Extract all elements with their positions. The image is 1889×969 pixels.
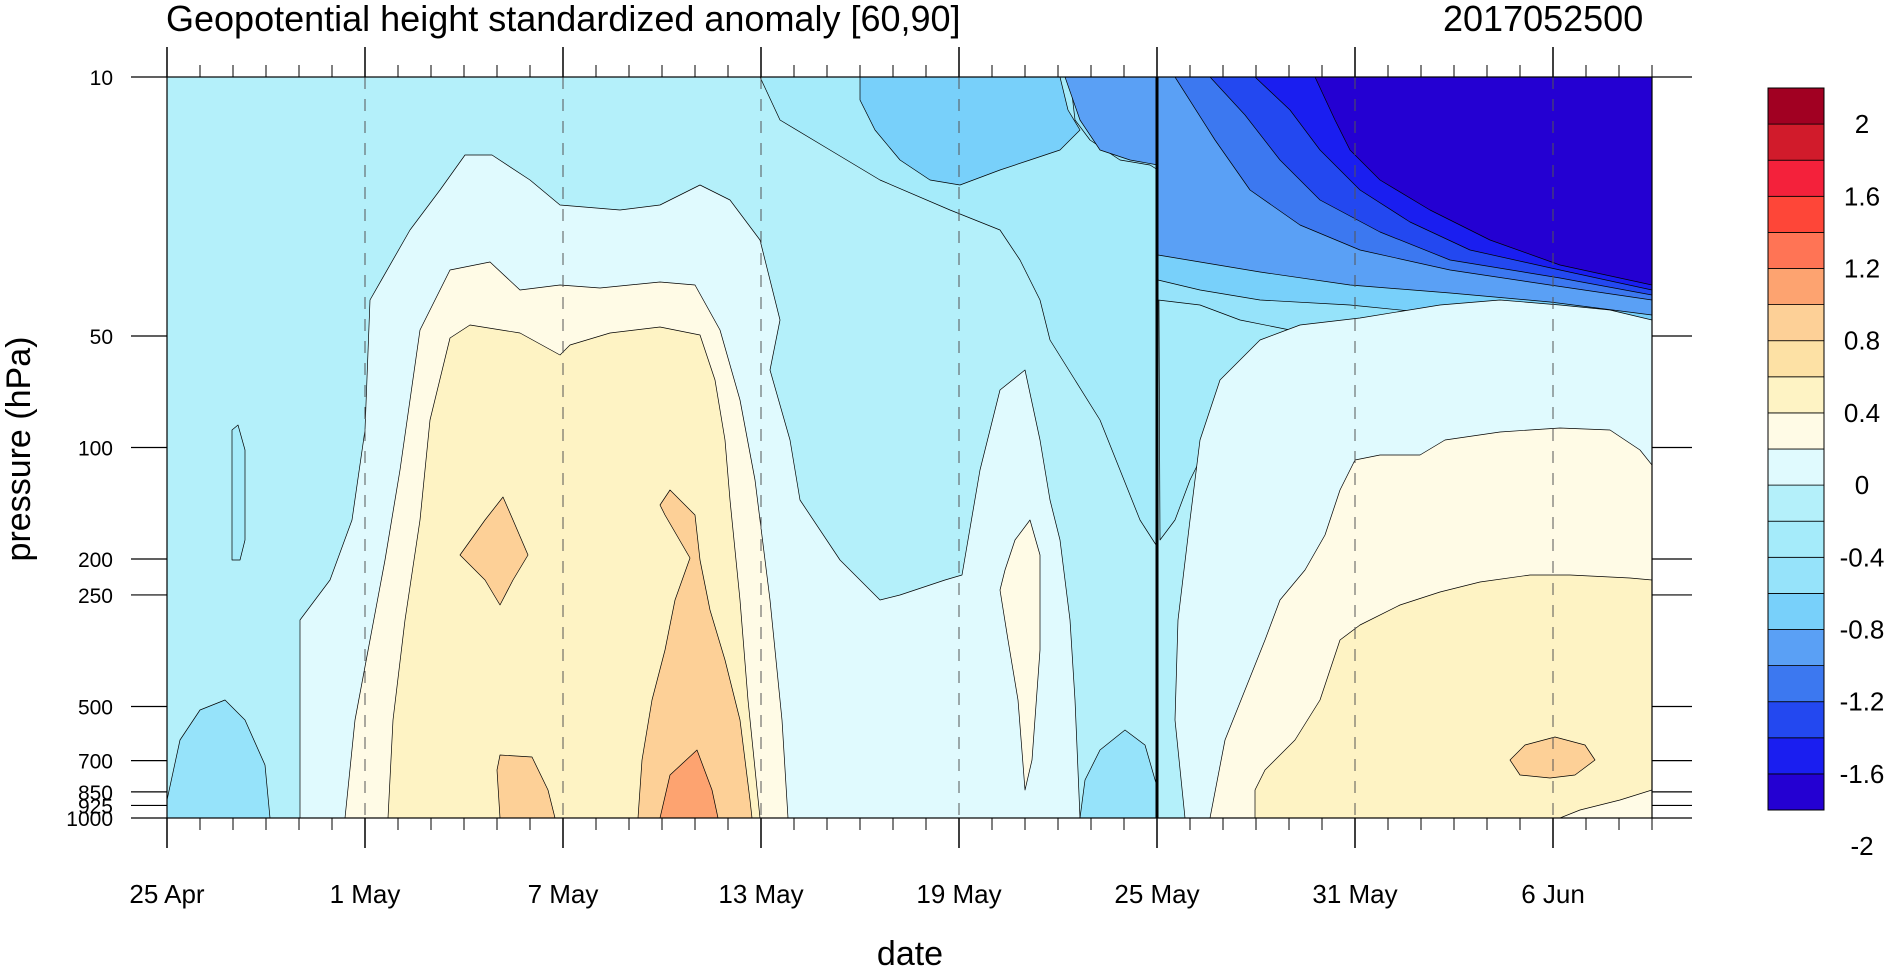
colorbar-swatch [1767,123,1825,161]
y-tick-label: 50 [90,326,113,349]
colorbar-swatch [1767,737,1825,775]
y-tick-label: 850 [78,782,113,805]
band-pos-may-3c [496,754,556,818]
colorbar-label: -1.2 [1840,687,1885,717]
colorbar-swatch [1767,376,1825,414]
y-axis-title: pressure (hPa) [0,337,38,562]
band-neg-mid-may [667,77,1159,549]
x-tick-label: 13 May [718,879,803,909]
colorbar-label: 2 [1855,109,1869,139]
colorbar-swatch [1767,340,1825,378]
colorbar-swatch [1767,448,1825,486]
colorbar-label: -0.8 [1840,615,1885,645]
colorbar-swatch [1767,231,1825,269]
band-pos-may-3d [659,749,719,818]
band-pos-june-3 [1509,736,1596,779]
band-zero-21may [999,519,1041,791]
colorbar-swatch [1767,87,1825,125]
colorbar-swatch [1767,484,1825,522]
band-neg-left-1 [231,424,246,561]
contour-field [167,77,1652,818]
colorbar-swatch [1767,304,1825,342]
x-axis-title: date [877,935,943,969]
colorbar-label: 0.4 [1844,398,1880,428]
y-tick-label: 500 [78,696,113,719]
y-tick-label: 700 [78,751,113,774]
colorbar-label: 0.8 [1844,326,1880,356]
colorbar-swatch [1767,556,1825,594]
colorbar-label: 1.6 [1844,181,1880,211]
colorbar-swatch [1767,412,1825,450]
band-pos-may-3a [459,496,529,606]
colorbar-label: 1.2 [1844,254,1880,284]
x-tick-label: 25 May [1114,879,1199,909]
x-tick-label: 6 Jun [1521,879,1585,909]
y-tick-label: 925 [78,795,113,818]
colorbar-swatch [1767,665,1825,703]
x-tick-label: 25 Apr [129,879,205,909]
x-tick-label: 1 May [330,879,401,909]
band-neg-mid-may-4 [1064,77,1159,166]
x-axis: 25 Apr 1 May 7 May 13 May 19 May 25 May 31 May… [129,47,1653,909]
colorbar-swatch [1767,773,1825,811]
band-neg-mid-may-3 [859,77,1081,186]
y-tick-label: 100 [78,438,113,461]
y-tick-label: 10 [90,67,113,90]
y-tick-label: 250 [78,585,113,608]
colorbar-swatch [1767,629,1825,666]
y-tick-label: 200 [78,549,113,572]
band-pos-may-3b [637,489,753,818]
colorbar-swatch [1767,520,1825,558]
chart-title: Geopotential height standardized anomaly… [166,0,961,39]
colorbar-label: -0.4 [1840,542,1885,572]
band-neg-left-2 [167,699,271,818]
colorbar-swatch [1767,159,1825,197]
colorbar-swatch [1767,195,1825,233]
x-tick-label: 7 May [528,879,599,909]
x-tick-label: 19 May [916,879,1001,909]
x-tick-label: 31 May [1312,879,1397,909]
y-tick-label: 1000 [66,808,113,831]
band-neg-june-8 [1314,77,1652,286]
colorbar-swatch [1767,268,1825,305]
colorbar-label: 0 [1855,470,1869,500]
colorbar-frame [1767,87,1825,811]
chart-date-stamp: 2017052500 [1443,0,1644,39]
colorbar-swatch [1767,701,1825,739]
colorbar: 2 1.6 1.2 0.8 0.4 0 -0.4 -0.8 -1.2 -1.6 -2 [1767,87,1885,861]
colorbar-label: -1.6 [1840,759,1885,789]
colorbar-swatch [1767,593,1825,630]
colorbar-label: -2 [1850,831,1873,861]
